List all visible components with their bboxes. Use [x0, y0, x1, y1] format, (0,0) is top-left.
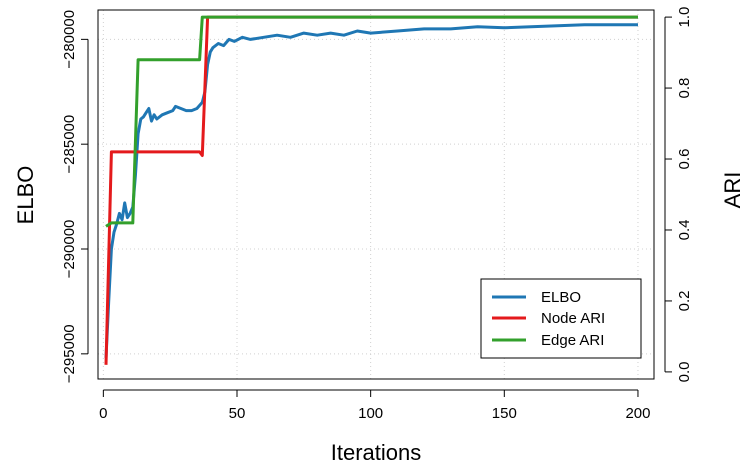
y-left-tick-label: −280000	[61, 10, 78, 69]
y-right-axis-title: ARI	[720, 172, 745, 209]
x-axis-title: Iterations	[331, 440, 422, 465]
y-right-tick-label: 0.2	[676, 291, 693, 312]
y-right-tick-label: 0.4	[676, 220, 693, 241]
legend: ELBO Node ARI Edge ARI	[480, 278, 642, 359]
y-left-tick-label: −290000	[61, 220, 78, 279]
y-left-axis-title: ELBO	[13, 166, 38, 225]
series-layer	[104, 15, 638, 365]
x-tick-label: 100	[358, 405, 383, 422]
series-line-edge-ari	[105, 15, 638, 228]
x-axis: 0 50 100 150 200	[99, 389, 650, 422]
y-right-tick-label: 0.6	[676, 149, 693, 170]
x-tick-label: 0	[99, 405, 107, 422]
y-left-tick-label: −285000	[61, 115, 78, 174]
y-right-tick-label: 0.8	[676, 78, 693, 99]
grid	[98, 10, 654, 379]
legend-label-node-ari: Node ARI	[541, 310, 605, 327]
y-right-tick-label: 0.0	[676, 361, 693, 382]
plot-frame	[97, 9, 655, 380]
legend-label-elbo: ELBO	[541, 289, 581, 306]
y-right-tick-label: 1.0	[676, 7, 693, 28]
x-tick-label: 50	[229, 405, 246, 422]
y-left-axis: −295000 −290000 −285000 −280000	[61, 10, 89, 383]
legend-label-edge-ari: Edge ARI	[541, 332, 604, 349]
x-tick-label: 150	[492, 405, 517, 422]
x-tick-label: 200	[625, 405, 650, 422]
y-right-axis: 0.0 0.2 0.4 0.6 0.8 1.0	[664, 7, 693, 382]
y-left-tick-label: −295000	[61, 324, 78, 383]
